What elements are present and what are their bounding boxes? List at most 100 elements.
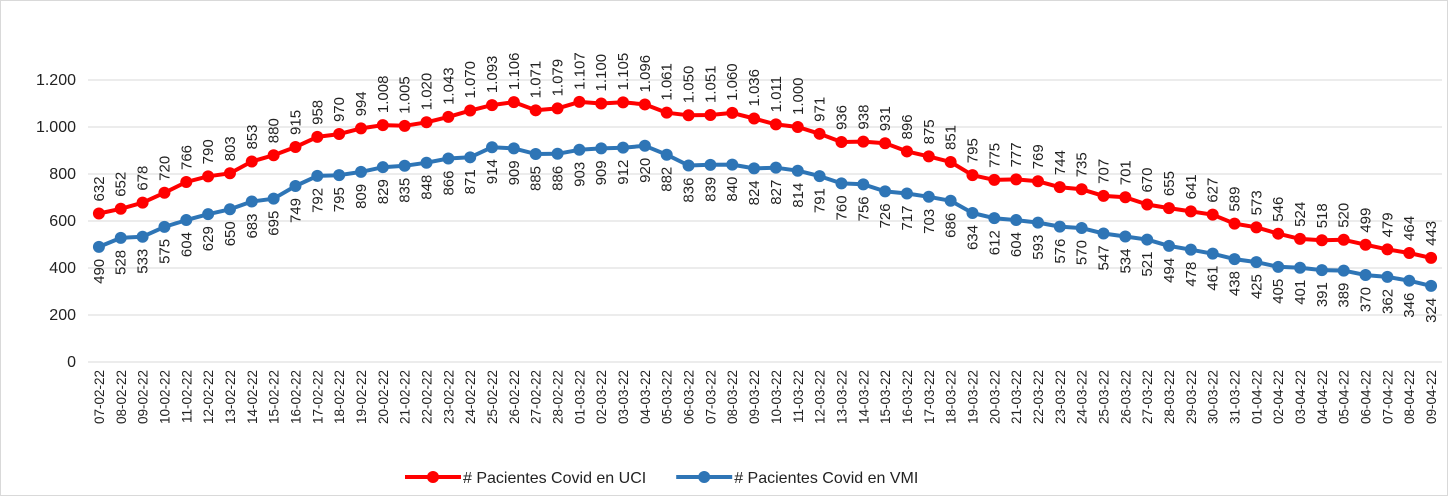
data-label: 749 — [287, 198, 304, 223]
data-label: 520 — [1336, 203, 1353, 228]
x-tick-label: 07-03-22 — [703, 370, 718, 424]
y-tick-label: 1.000 — [36, 119, 76, 136]
x-tick-label: 18-03-22 — [944, 370, 959, 424]
data-point — [551, 147, 564, 160]
data-label: 1.050 — [681, 66, 698, 104]
x-tick-label: 06-04-22 — [1359, 370, 1374, 424]
data-point — [1359, 238, 1372, 251]
data-label: 546 — [1270, 197, 1287, 222]
x-tick-label: 04-03-22 — [638, 370, 653, 424]
data-label: 912 — [615, 160, 632, 185]
data-point — [704, 109, 717, 122]
x-tick-label: 14-03-22 — [856, 370, 871, 424]
x-tick-label: 20-02-22 — [376, 370, 391, 424]
x-tick-label: 22-02-22 — [420, 370, 435, 424]
data-point — [1337, 233, 1350, 246]
data-label: 920 — [637, 158, 654, 183]
data-label: 686 — [943, 213, 960, 238]
data-point — [1315, 264, 1328, 277]
x-tick-label: 25-02-22 — [485, 370, 500, 424]
data-label: 1.060 — [724, 63, 741, 101]
data-label: 1.093 — [484, 56, 501, 94]
legend-marker — [698, 471, 711, 483]
data-label: 880 — [266, 118, 283, 143]
data-point — [289, 179, 302, 192]
data-label: 641 — [1183, 174, 1200, 199]
data-point — [507, 96, 520, 109]
x-tick-label: 15-02-22 — [267, 370, 282, 424]
data-point — [835, 177, 848, 190]
data-label: 914 — [484, 159, 501, 184]
data-label: 1.043 — [440, 67, 457, 105]
data-point — [813, 127, 826, 140]
data-point — [1163, 202, 1176, 215]
data-point — [398, 159, 411, 172]
x-tick-label: 24-03-22 — [1075, 370, 1090, 424]
data-point — [442, 110, 455, 123]
data-point — [1272, 260, 1285, 273]
data-label: 576 — [1052, 239, 1069, 264]
data-label: 848 — [419, 175, 436, 200]
x-tick-label: 08-03-22 — [725, 370, 740, 424]
data-point — [1250, 256, 1263, 269]
data-label: 909 — [593, 160, 610, 185]
data-point — [136, 230, 149, 243]
data-label: 896 — [899, 114, 916, 139]
data-label: 683 — [244, 213, 261, 238]
data-point — [1119, 230, 1132, 243]
x-tick-label: 21-02-22 — [398, 370, 413, 424]
data-point — [857, 135, 870, 148]
data-point — [442, 152, 455, 165]
data-point — [900, 187, 913, 200]
data-point — [1053, 181, 1066, 194]
data-label: 936 — [833, 105, 850, 130]
data-label: 840 — [724, 177, 741, 202]
data-point — [311, 130, 324, 143]
x-tick-label: 20-03-22 — [987, 370, 1002, 424]
data-label: 1.036 — [746, 69, 763, 107]
data-point — [1403, 246, 1416, 259]
data-label: 346 — [1401, 293, 1418, 318]
data-point — [92, 207, 105, 220]
x-tick-label: 25-03-22 — [1097, 370, 1112, 424]
data-point — [638, 98, 651, 111]
data-label: 886 — [550, 166, 567, 191]
data-label: 814 — [790, 183, 807, 208]
data-label: 744 — [1052, 150, 1069, 175]
data-point — [573, 95, 586, 108]
data-label: 851 — [943, 125, 960, 150]
data-point — [1141, 233, 1154, 246]
data-point — [595, 142, 608, 155]
data-label: 499 — [1358, 208, 1375, 233]
data-label: 490 — [91, 259, 108, 284]
data-point — [289, 140, 302, 153]
data-label: 573 — [1248, 190, 1265, 215]
data-point — [464, 104, 477, 117]
data-point — [1010, 173, 1023, 186]
data-label: 1.071 — [528, 61, 545, 99]
x-tick-label: 27-02-22 — [529, 370, 544, 424]
data-point — [507, 142, 520, 155]
x-tick-label: 17-03-22 — [922, 370, 937, 424]
data-label: 575 — [156, 239, 173, 264]
data-point — [1184, 205, 1197, 218]
data-point — [92, 240, 105, 253]
data-point — [857, 178, 870, 191]
data-label: 775 — [986, 143, 1003, 168]
data-point — [835, 136, 848, 149]
x-tick-label: 08-04-22 — [1402, 370, 1417, 424]
x-tick-label: 01-04-22 — [1249, 370, 1264, 424]
data-label: 521 — [1139, 252, 1156, 277]
x-tick-label: 23-03-22 — [1053, 370, 1068, 424]
data-label: 866 — [440, 170, 457, 195]
data-point — [202, 208, 215, 221]
x-tick-label: 03-04-22 — [1293, 370, 1308, 424]
data-label: 915 — [287, 110, 304, 135]
data-point — [1381, 243, 1394, 256]
data-label: 670 — [1139, 168, 1156, 193]
data-label: 479 — [1379, 212, 1396, 237]
data-point — [223, 167, 236, 180]
data-label: 795 — [964, 138, 981, 163]
x-tick-label: 02-03-22 — [594, 370, 609, 424]
data-point — [376, 161, 389, 174]
